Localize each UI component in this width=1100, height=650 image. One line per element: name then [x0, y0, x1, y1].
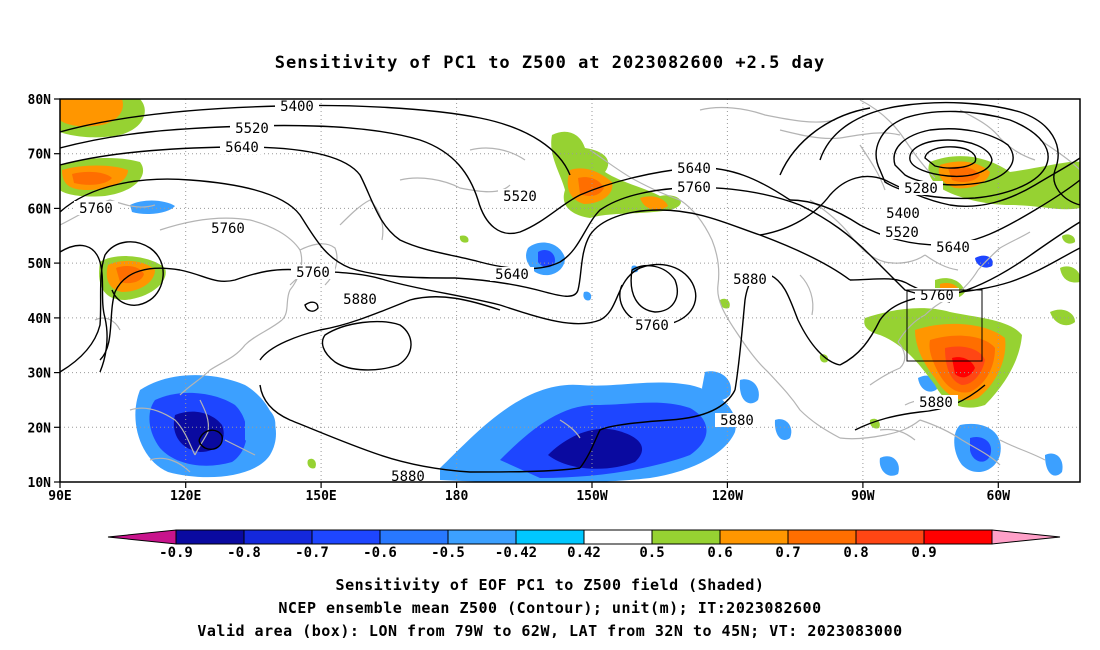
contour-label: 5520 [235, 121, 269, 137]
colorbar-segment [379, 529, 449, 545]
valid-area-box [906, 289, 983, 362]
colorbar-label: -0.7 [295, 545, 329, 561]
lon-label: 150W [576, 489, 607, 504]
lon-label: 90W [851, 489, 875, 504]
colorbar-label: -0.42 [495, 545, 537, 561]
colorbar-label: 0.42 [567, 545, 601, 561]
map-plot-area: 5400 5520 5640 5760 5760 5640 5760 5520 … [60, 99, 1080, 485]
colorbar-labels: -0.9 -0.8 -0.7 -0.6 -0.5 -0.42 0.42 0.5 … [159, 545, 937, 561]
contour-labels: 5400 5520 5640 5760 5760 5640 5760 5520 … [74, 99, 975, 485]
contour-label: 5760 [79, 201, 113, 217]
contour-label: 5760 [635, 318, 669, 334]
lat-label: 70N [28, 148, 52, 163]
map-frame [59, 98, 1081, 483]
contour-label: 5880 [391, 469, 425, 485]
colorbar-label: -0.9 [159, 545, 193, 561]
caption-line-2: NCEP ensemble mean Z500 (Contour); unit(… [278, 599, 821, 617]
lat-label: 60N [28, 202, 52, 217]
lat-label: 50N [28, 257, 52, 272]
lat-label: 10N [28, 476, 52, 491]
tick-marks [54, 98, 999, 488]
contour-label: 5880 [733, 272, 767, 288]
lat-label: 30N [28, 367, 52, 382]
caption-line-3: Valid area (box): LON from 79W to 62W, L… [197, 622, 902, 640]
colorbar-segment [515, 529, 585, 545]
contour-label: 5760 [677, 180, 711, 196]
colorbar-label: -0.5 [431, 545, 465, 561]
colorbar-segment [719, 529, 789, 545]
contour-label: 5640 [936, 240, 970, 256]
lon-label: 60W [987, 489, 1011, 504]
contour-label: 5280 [904, 181, 938, 197]
colorbar [107, 529, 1061, 545]
contour-label: 5760 [920, 288, 954, 304]
contour-label: 5400 [886, 206, 920, 222]
contour-label: 5520 [503, 189, 537, 205]
contour-label: 5760 [296, 265, 330, 281]
contour-label: 5880 [343, 292, 377, 308]
colorbar-segment [107, 529, 177, 545]
colorbar-segment [651, 529, 721, 545]
colorbar-segment [175, 529, 245, 545]
colorbar-segment [583, 529, 653, 545]
colorbar-segment [447, 529, 517, 545]
colorbar-segment [923, 529, 993, 545]
lon-label: 120E [170, 489, 201, 504]
colorbar-segment [855, 529, 925, 545]
contour-label: 5520 [885, 225, 919, 241]
colorbar-label: -0.6 [363, 545, 397, 561]
latitude-labels: 80N 70N 60N 50N 40N 30N 20N 10N [28, 93, 52, 491]
contour-label: 5880 [919, 395, 953, 411]
lon-label: 150E [305, 489, 336, 504]
contour-label: 5400 [280, 99, 314, 115]
contour-label: 5760 [211, 221, 245, 237]
colorbar-label: 0.9 [911, 545, 936, 561]
colorbar-segment [243, 529, 313, 545]
colorbar-segment [787, 529, 857, 545]
colorbar-segment [311, 529, 381, 545]
map-title: Sensitivity of PC1 to Z500 at 2023082600… [275, 53, 826, 73]
colorbar-label: 0.8 [843, 545, 868, 561]
contour-label: 5640 [495, 267, 529, 283]
lon-label: 90E [48, 489, 71, 504]
contour-label: 5640 [677, 161, 711, 177]
colorbar-label: 0.5 [639, 545, 664, 561]
lat-label: 80N [28, 93, 52, 108]
lon-label: 180 [445, 489, 469, 504]
lat-label: 40N [28, 312, 52, 327]
colorbar-label: 0.6 [707, 545, 732, 561]
longitude-labels: 90E 120E 150E 180 150W 120W 90W 60W [48, 489, 1010, 504]
colorbar-segment [991, 529, 1061, 545]
contour-label: 5880 [720, 413, 754, 429]
lon-label: 120W [712, 489, 743, 504]
colorbar-label: 0.7 [775, 545, 800, 561]
coastlines [60, 99, 1080, 473]
colorbar-label: -0.8 [227, 545, 261, 561]
lat-label: 20N [28, 421, 52, 436]
contour-label: 5640 [225, 140, 259, 156]
sensitivity-shading [60, 99, 1080, 482]
caption-line-1: Sensitivity of EOF PC1 to Z500 field (Sh… [336, 576, 765, 594]
